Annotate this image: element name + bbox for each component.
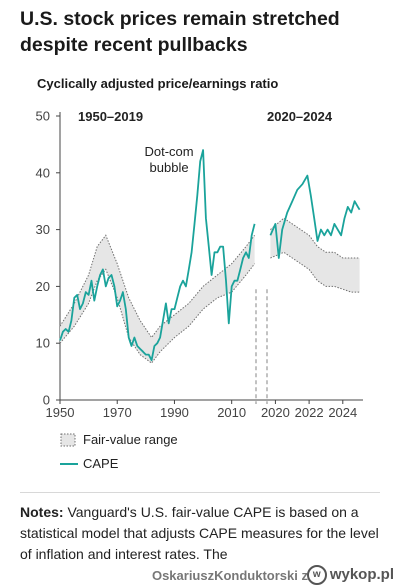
fair-value-swatch-icon <box>60 433 76 447</box>
panel-label: 2020–2024 <box>267 109 333 124</box>
watermark-logo[interactable]: w wykop.pl <box>306 565 394 585</box>
x-tick-label: 2020 <box>261 405 290 420</box>
x-tick-label: 1990 <box>160 405 189 420</box>
notes-text: Notes: Vanguard's U.S. fair-value CAPE i… <box>20 502 385 565</box>
fair-value-band <box>60 235 255 364</box>
y-tick-label: 40 <box>36 165 50 180</box>
notes-body: Vanguard's U.S. fair-value CAPE is based… <box>20 504 379 562</box>
notes-label: Notes: <box>20 504 64 520</box>
chart-title: U.S. stock prices remain stretched despi… <box>20 8 340 56</box>
y-tick-label: 30 <box>36 222 50 237</box>
watermark-bar <box>0 563 400 587</box>
y-tick-label: 20 <box>36 279 50 294</box>
cape-line <box>59 149 256 362</box>
chart-subtitle: Cyclically adjusted price/earnings ratio <box>37 76 279 91</box>
y-tick-label: 10 <box>36 336 50 351</box>
dot-com-annotation: Dot-com <box>145 144 194 159</box>
y-tick-label: 0 <box>43 393 50 408</box>
cape-line <box>269 174 361 259</box>
cape-swatch-icon <box>60 463 78 465</box>
legend-cape-label: CAPE <box>83 456 119 471</box>
notes-divider <box>20 492 380 493</box>
x-tick-label: 2022 <box>295 405 324 420</box>
fair-value-lower-edge <box>270 251 360 293</box>
x-tick-label: 2024 <box>328 405 357 420</box>
cape-chart: 0 10 20 30 40 50 1950 1970 1990 2010 1950–2019 Dot-… <box>36 109 363 420</box>
x-tick-label: 2010 <box>217 405 246 420</box>
fair-value-upper-edge <box>270 217 360 259</box>
fair-value-band <box>270 218 360 293</box>
y-tick-label: 50 <box>36 109 50 124</box>
watermark-user[interactable]: OskariuszKonduktorski z <box>151 568 308 583</box>
legend-fair-value-label: Fair-value range <box>83 432 178 447</box>
watermark-site: wykop.pl <box>329 565 394 583</box>
dot-com-annotation: bubble <box>150 160 189 175</box>
panel-label: 1950–2019 <box>78 109 143 124</box>
x-tick-label: 1970 <box>103 405 132 420</box>
fair-value-upper-edge <box>59 234 255 339</box>
x-tick-label: 1950 <box>46 405 75 420</box>
wykop-logo-icon: w <box>306 565 327 585</box>
